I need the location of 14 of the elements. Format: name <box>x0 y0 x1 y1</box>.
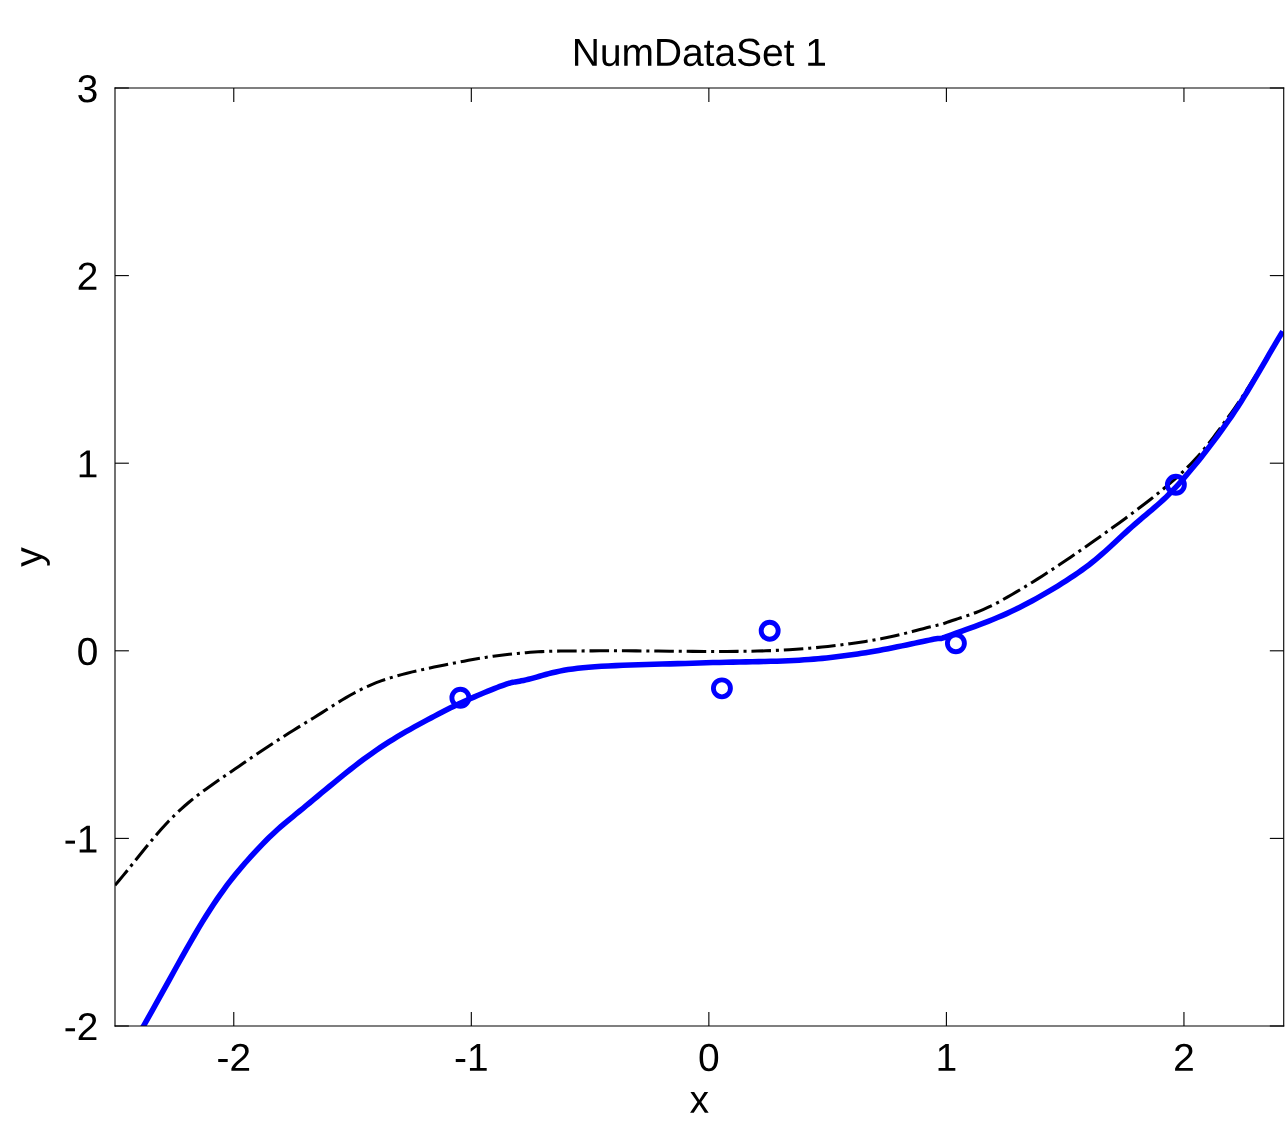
y-tick-label: 0 <box>78 637 97 666</box>
x-tick-label: -1 <box>455 1044 487 1071</box>
y-tick-label: 1 <box>79 450 97 478</box>
x-tick-label: 1 <box>938 1044 956 1071</box>
x-tick-label: 2 <box>1175 1043 1193 1071</box>
x-tick-label: -2 <box>218 1043 250 1071</box>
y-axis-title: y <box>21 547 50 567</box>
x-tick-label: 0 <box>699 1043 719 1072</box>
y-tick-label: 2 <box>78 262 97 290</box>
x-axis-title: x <box>690 1092 709 1113</box>
y-tick-label: 3 <box>78 74 97 103</box>
chart-title: NumDataSet 1 <box>575 38 825 67</box>
y-tick-label: -2 <box>65 1012 97 1041</box>
y-tick-label: -1 <box>65 825 97 853</box>
